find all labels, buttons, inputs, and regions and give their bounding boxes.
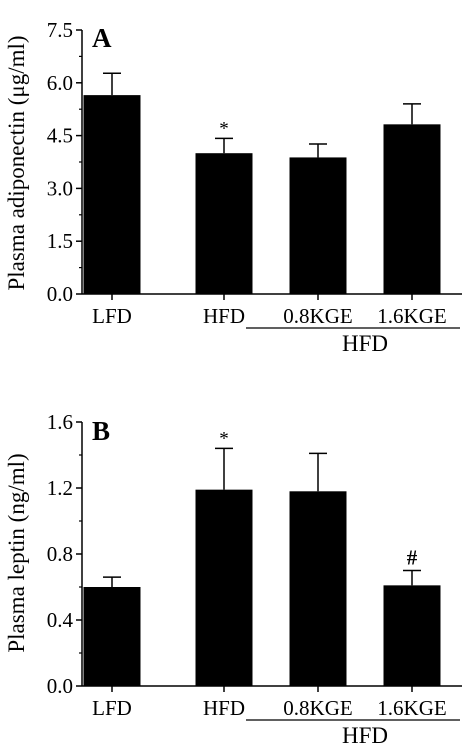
panel-b-letter: B [92, 416, 110, 446]
panel-a-bar [83, 95, 141, 295]
panel-b-group-label: HFD [342, 723, 388, 745]
panel-b-y-tick-label: 0.8 [47, 542, 73, 566]
panel-a-y-tick-label: 7.5 [47, 18, 73, 42]
panel-b-y-tick-label: 0.4 [47, 608, 74, 632]
panel-a-letter: A [92, 23, 112, 53]
panel-a-x-tick-label: LFD [92, 304, 132, 328]
panel-a-y-axis-label: Plasma adiponectin (μg/ml) [4, 35, 29, 290]
panel-a-y-tick-label: 3.0 [47, 176, 73, 200]
panel-b-y-tick-label: 1.6 [47, 410, 73, 434]
panel-a-x-tick-label: 1.6KGE [377, 304, 446, 328]
panel-b-bar [195, 489, 253, 686]
panel-a-bar [195, 153, 253, 294]
panel-b-x-tick-label: HFD [203, 696, 245, 720]
panel-a-marks: 0.0 1.5 3.0 4.5 6.0 7.5 LFD HFD * 0.8KGE 1.6KGE HFD [47, 18, 462, 356]
panel-a-bar [289, 157, 347, 294]
panel-a-y-tick-label: 4.5 [47, 124, 73, 148]
panel-a-x-tick-label: 0.8KGE [283, 304, 352, 328]
panel-b-y-axis-label: Plasma leptin (ng/ml) [4, 453, 29, 652]
panel-a-bar [383, 124, 441, 294]
panel-b-marks: 0.0 0.4 0.8 1.2 1.6 LFD HFD * 0.8KGE 1.6KGE # HFD [47, 410, 462, 745]
panel-a-group-label: HFD [342, 331, 388, 356]
panel-b-x-tick-label: 1.6KGE [377, 696, 446, 720]
panel-b-significance-mark: * [219, 428, 229, 449]
panel-b-bar [83, 587, 141, 686]
panel-a-x-tick-label: HFD [203, 304, 245, 328]
panel-a-significance-mark: * [219, 118, 229, 139]
panel-a: Plasma adiponectin (μg/ml) A 0.0 1.5 3.0 4.… [4, 18, 462, 356]
panel-b-significance-mark: # [407, 546, 418, 570]
panel-b-y-tick-label: 0.0 [47, 674, 73, 698]
panel-b-y-tick-label: 1.2 [47, 476, 73, 500]
panel-b: Plasma leptin (ng/ml) B 0.0 0.4 0.8 1.2 1.6 L… [4, 410, 462, 745]
panel-b-bar [289, 491, 347, 686]
panel-a-y-tick-label: 0.0 [47, 282, 73, 306]
panel-b-x-tick-label: LFD [92, 696, 132, 720]
panel-b-x-tick-label: 0.8KGE [283, 696, 352, 720]
panel-a-y-tick-label: 6.0 [47, 71, 73, 95]
panel-a-y-tick-label: 1.5 [47, 229, 73, 253]
panel-b-bar [383, 585, 441, 686]
